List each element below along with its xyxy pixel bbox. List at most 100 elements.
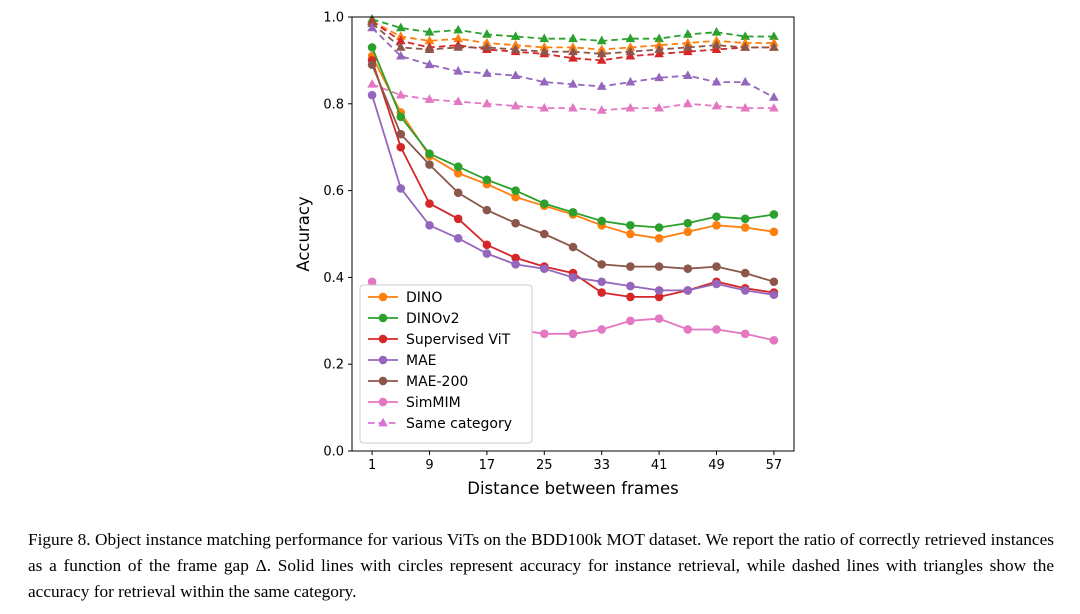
marker-triangle [596,35,607,45]
marker-triangle [596,44,607,53]
marker-circle [539,329,549,339]
x-tick-label: 25 [536,458,553,473]
marker-circle [425,160,434,169]
marker-triangle [683,98,693,108]
marker-circle [597,277,607,287]
marker-triangle [395,31,406,40]
marker-triangle [625,50,636,60]
y-tick-label: 0.2 [323,358,344,373]
marker-triangle [510,100,521,110]
legend-item-same-category: Same category [368,416,512,432]
series-simmim-same-category [367,79,779,114]
marker-triangle [769,102,779,112]
legend-label: MAE [406,353,437,369]
marker-triangle [568,102,578,112]
marker-triangle [539,33,550,43]
marker-circle [539,199,549,208]
series-line [371,22,774,55]
marker-triangle [769,92,779,101]
legend-label: DINOv2 [406,311,460,327]
legend-label: SimMIM [406,395,461,411]
line-chart: 1 9 17 25 33 41 49 57 0.0 0.2 0.4 0.6 0.8 1.0 Distance… [294,11,795,498]
marker-triangle [683,37,693,47]
marker-circle [511,253,520,263]
legend-box [359,284,533,444]
legend-marker-circle [378,334,388,344]
marker-triangle [539,102,550,112]
marker-triangle [482,29,492,38]
series-mae-same-category [367,22,779,101]
marker-triangle [482,68,492,77]
y-tick-label: 0.4 [323,271,344,286]
marker-circle [511,260,520,269]
marker-circle [654,223,664,232]
series-line [371,20,774,62]
marker-triangle [539,46,550,56]
legend-item-simmim: SimMIM [368,395,461,411]
marker-triangle [510,44,521,53]
legend-marker-circle [378,292,388,302]
marker-triangle [740,31,751,40]
marker-triangle [654,33,664,43]
marker-circle [482,205,492,215]
marker-circle [453,162,463,172]
marker-circle [425,199,434,208]
marker-circle [453,234,463,243]
marker-circle [712,262,721,271]
marker-triangle [683,70,693,79]
plot-border [351,16,795,452]
legend-marker-triangle [378,417,388,427]
legend-marker-circle [378,376,388,386]
marker-circle [654,234,664,243]
marker-triangle [568,79,578,88]
marker-circle [597,325,607,334]
marker-circle [568,273,578,282]
legend-marker-circle [378,355,388,365]
marker-circle [654,314,664,323]
marker-triangle [769,31,779,40]
marker-triangle [654,48,664,58]
marker-triangle [568,42,578,51]
marker-circle [482,249,492,258]
marker-triangle [568,53,578,62]
marker-circle [597,260,607,269]
marker-triangle [539,42,550,51]
marker-triangle [654,102,664,112]
marker-triangle [625,46,636,56]
marker-triangle [683,42,693,51]
marker-circle [626,221,635,230]
marker-circle [511,218,520,228]
marker-circle [453,214,463,224]
marker-triangle [683,29,693,38]
marker-circle [568,242,578,252]
marker-triangle [395,50,406,60]
legend-item-mae-200: MAE-200 [368,374,468,390]
marker-circle [683,264,693,274]
marker-circle [683,286,693,295]
series-mae-200-same-category [367,18,779,58]
marker-triangle [596,48,607,58]
marker-circle [712,221,721,230]
marker-triangle [654,44,664,53]
marker-circle [654,292,664,302]
legend-label: MAE-200 [406,374,468,390]
marker-triangle [711,35,722,45]
marker-circle [425,221,434,230]
marker-triangle [711,100,722,110]
marker-triangle [424,35,435,45]
marker-circle [396,142,406,152]
y-tick-label: 0.6 [323,184,344,199]
y-tick-label: 0.8 [323,97,344,112]
marker-circle [511,186,520,195]
marker-circle [769,290,779,300]
marker-circle [597,216,607,226]
marker-triangle [625,42,636,51]
marker-circle [683,325,693,334]
marker-triangle [395,42,406,51]
marker-triangle [740,102,751,112]
marker-triangle [654,72,664,82]
marker-circle [539,264,549,274]
marker-circle [683,218,693,228]
marker-triangle [596,105,607,114]
series-supervised-vit-same-category [367,16,779,64]
